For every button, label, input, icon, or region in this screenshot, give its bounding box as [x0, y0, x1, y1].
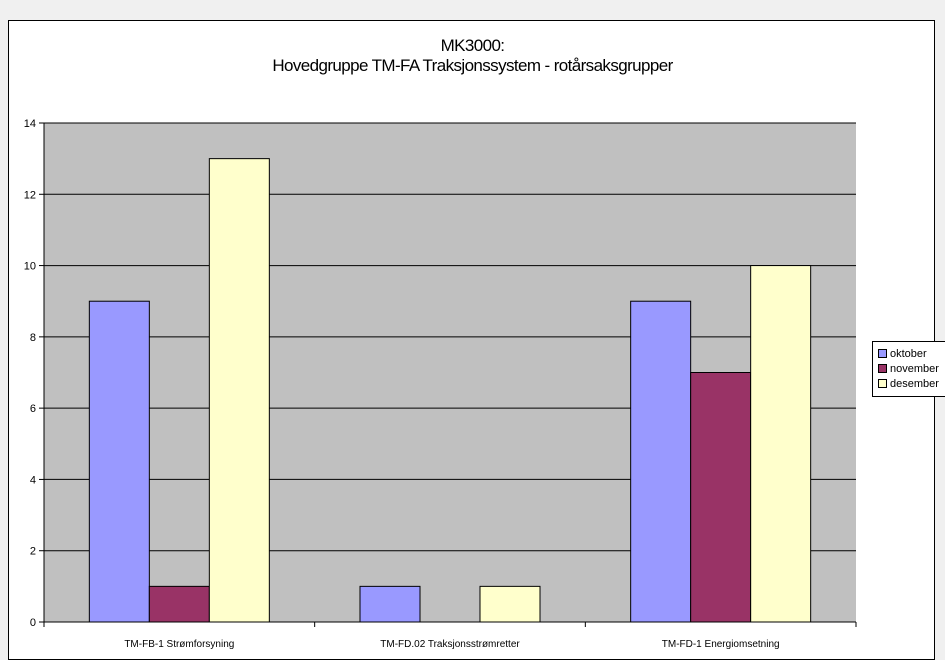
y-tick-label: 12 — [24, 189, 36, 201]
legend-label-november: november — [890, 362, 939, 375]
x-tick-label: TM-FB-1 Strømforsyning — [124, 639, 234, 650]
bar-oktober — [359, 585, 421, 623]
chart-title: MK3000: — [440, 36, 505, 55]
y-tick-label: 4 — [30, 474, 36, 486]
bar-november — [148, 585, 210, 623]
chart-subtitle: Hovedgruppe TM-FA Traksjonssystem - rotå… — [272, 56, 673, 75]
legend-swatch-oktober — [878, 349, 887, 358]
bar-oktober — [630, 300, 692, 623]
y-tick-label: 14 — [24, 118, 36, 130]
bar-oktober — [88, 300, 150, 623]
y-tick-label: 10 — [24, 261, 36, 273]
legend-label-desember: desember — [890, 377, 939, 390]
legend: oktober november desember — [872, 341, 945, 397]
y-tick-label: 2 — [30, 546, 36, 558]
bar-november — [690, 372, 752, 623]
bar-desember — [208, 158, 270, 623]
bar-desember — [750, 265, 812, 623]
x-tick-label: TM-FD.02 Traksjonsstrømretter — [380, 639, 520, 650]
legend-item-november: november — [878, 361, 945, 376]
legend-label-oktober: oktober — [890, 347, 927, 360]
legend-item-oktober: oktober — [878, 346, 945, 361]
y-tick-label: 8 — [30, 332, 36, 344]
bar-desember — [479, 585, 541, 623]
legend-swatch-desember — [878, 379, 887, 388]
legend-item-desember: desember — [878, 376, 945, 391]
legend-swatch-november — [878, 364, 887, 373]
y-tick-label: 6 — [30, 403, 36, 415]
y-tick-label: 0 — [30, 617, 36, 629]
x-tick-label: TM-FD-1 Energiomsetning — [662, 639, 780, 650]
